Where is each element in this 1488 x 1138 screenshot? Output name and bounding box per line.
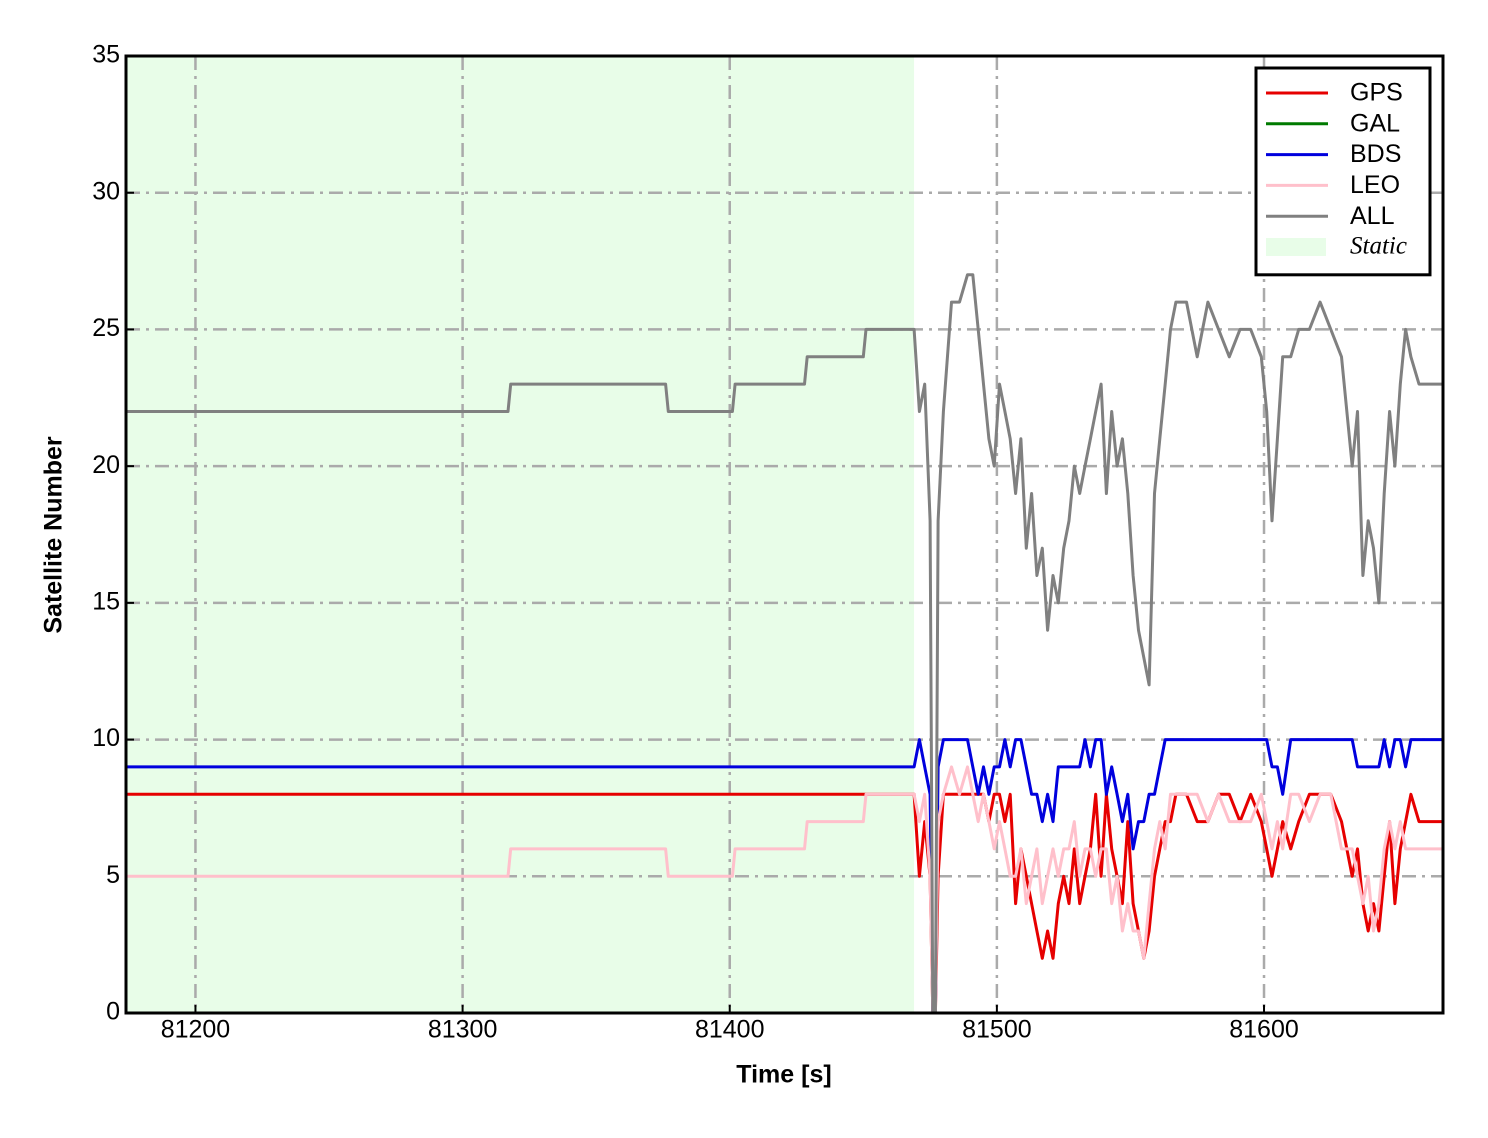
x-tick-label: 81300 xyxy=(428,1016,498,1044)
static-region xyxy=(126,56,915,1013)
y-axis-label: Satellite Number xyxy=(40,436,68,634)
y-tick-label: 20 xyxy=(92,451,120,479)
y-tick-label: 25 xyxy=(92,314,120,342)
y-tick-label: 35 xyxy=(92,41,120,69)
legend-label: Static xyxy=(1350,233,1407,260)
plot-frame xyxy=(124,54,1445,1015)
legend-label: ALL xyxy=(1350,202,1395,230)
y-tick-label: 30 xyxy=(92,177,120,205)
x-tick-label: 81600 xyxy=(1229,1016,1299,1044)
x-axis-label: Time [s] xyxy=(736,1061,831,1089)
legend-label: GPS xyxy=(1350,79,1403,107)
y-tick-label: 5 xyxy=(106,861,120,889)
legend-swatch xyxy=(1266,238,1326,256)
x-tick-label: 81200 xyxy=(161,1016,231,1044)
legend-label: LEO xyxy=(1350,171,1400,199)
legend-label: BDS xyxy=(1350,140,1401,168)
legend-label: GAL xyxy=(1350,109,1400,137)
y-tick-label: 15 xyxy=(92,587,120,615)
x-tick-label: 81400 xyxy=(695,1016,765,1044)
x-tick-label: 81500 xyxy=(962,1016,1032,1044)
y-tick-label: 10 xyxy=(92,724,120,752)
y-tick-label: 0 xyxy=(106,998,120,1026)
